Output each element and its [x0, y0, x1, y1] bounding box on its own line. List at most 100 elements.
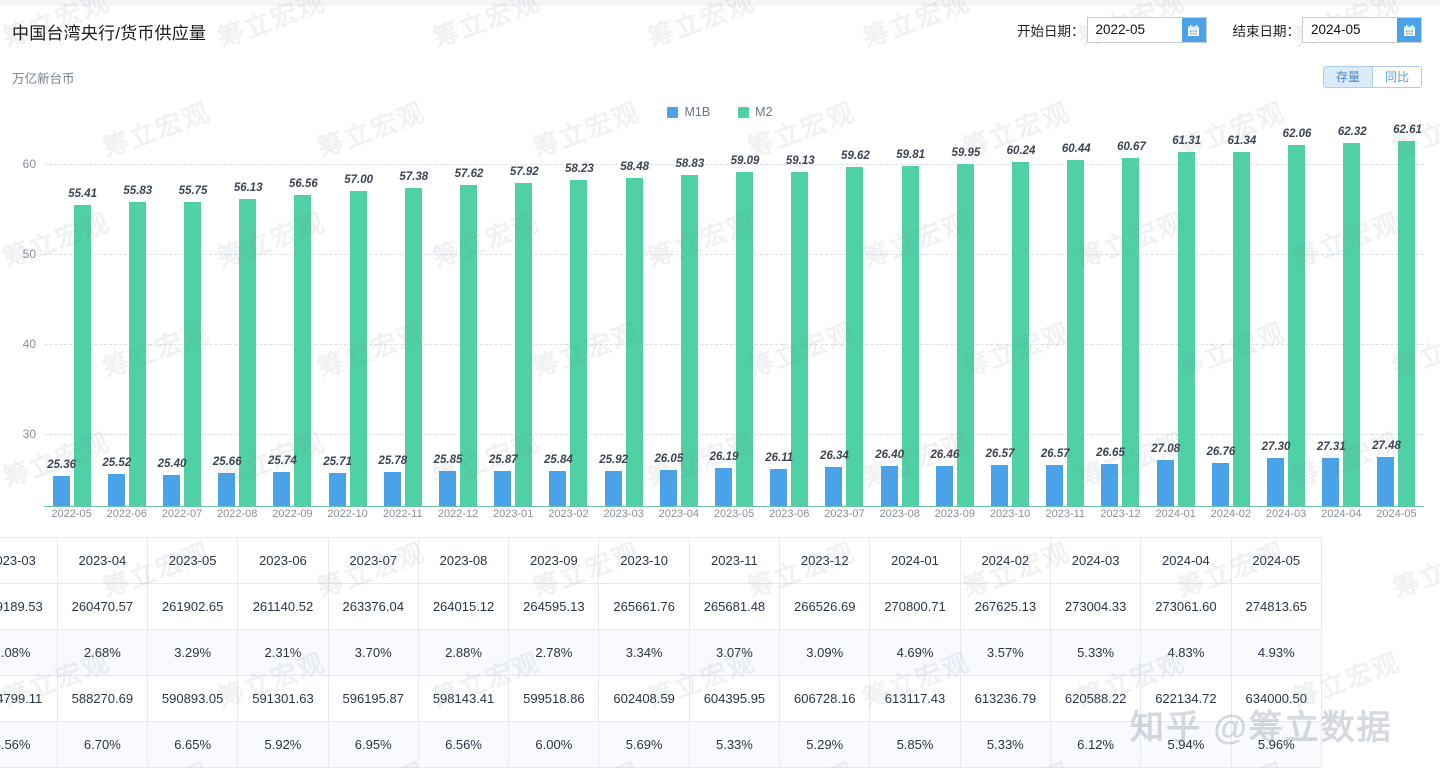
- bar-m2[interactable]: [625, 177, 643, 506]
- bar-m2[interactable]: [1177, 152, 1195, 506]
- bar-m1b[interactable]: [383, 471, 401, 506]
- bar-m1b[interactable]: [715, 468, 733, 506]
- calendar-icon[interactable]: [1181, 18, 1206, 42]
- table-cell: 274813.65: [1230, 583, 1323, 630]
- bar-group[interactable]: 25.78 57.38: [375, 128, 430, 506]
- bar-m2[interactable]: [73, 205, 91, 506]
- bar-group[interactable]: 27.30 62.06: [1258, 128, 1313, 506]
- bar-m1b[interactable]: [494, 471, 512, 506]
- bar-m1b[interactable]: [659, 469, 677, 506]
- bar-group[interactable]: 25.84 58.23: [541, 128, 596, 506]
- table-cell: 273004.33: [1049, 583, 1142, 630]
- bar-value-label-m2: 58.83: [675, 157, 705, 170]
- bar-m2[interactable]: [680, 174, 698, 506]
- bar-m2[interactable]: [736, 172, 754, 506]
- bar-m2[interactable]: [1343, 143, 1361, 506]
- bar-group[interactable]: 25.85 57.62: [430, 128, 485, 506]
- bar-m1b[interactable]: [1046, 464, 1064, 506]
- bar-group[interactable]: 25.71 57.00: [320, 128, 375, 506]
- bar-m2[interactable]: [1288, 145, 1306, 506]
- legend-item-m2[interactable]: M2: [738, 105, 773, 119]
- table-cell: 590893.05: [146, 675, 239, 722]
- table-cell: 3.09%: [779, 629, 871, 676]
- bar-group[interactable]: 26.11 59.13: [762, 128, 817, 506]
- data-table-container[interactable]: 日期2023-032023-042023-052023-062023-07202…: [0, 537, 1440, 768]
- bar-m2[interactable]: [570, 179, 588, 506]
- bar-group[interactable]: 25.74 56.56: [265, 128, 320, 506]
- bar-group[interactable]: 25.87 57.92: [486, 128, 541, 506]
- bar-m1b[interactable]: [52, 475, 70, 506]
- bar-group[interactable]: 27.08 61.31: [1148, 128, 1203, 506]
- end-date-value[interactable]: 2024-05: [1311, 22, 1361, 37]
- bar-m1b[interactable]: [218, 473, 236, 506]
- bar-group[interactable]: 25.66 56.13: [210, 128, 265, 506]
- bar-m1b[interactable]: [604, 470, 622, 506]
- bar-m2[interactable]: [404, 187, 422, 506]
- bar-m1b[interactable]: [825, 466, 843, 506]
- bar-group[interactable]: 26.65 60.67: [1093, 128, 1148, 506]
- bar-m2[interactable]: [956, 164, 974, 506]
- bar-value-label-m1b: 26.65: [1096, 447, 1125, 460]
- bar-value-label-m1b: 25.87: [488, 454, 518, 467]
- bar-m2[interactable]: [460, 185, 478, 506]
- bar-m1b[interactable]: [1322, 458, 1340, 506]
- legend-item-m1b[interactable]: M1B: [667, 105, 710, 119]
- bar-m1b[interactable]: [991, 464, 1009, 506]
- bar-m1b[interactable]: [273, 472, 291, 506]
- bar-m2[interactable]: [128, 201, 146, 506]
- bar-m1b[interactable]: [770, 469, 788, 506]
- bar-m2[interactable]: [1232, 151, 1250, 506]
- bar-m2[interactable]: [901, 165, 919, 506]
- table-row: M2同比6.56%6.70%6.65%5.92%6.95%6.56%6.00%5…: [0, 721, 1323, 768]
- bar-group[interactable]: 26.19 59.09: [706, 128, 761, 506]
- bar-m1b[interactable]: [328, 472, 346, 506]
- toggle-stock[interactable]: 存量: [1323, 67, 1372, 87]
- bar-group[interactable]: 27.31 62.32: [1314, 126, 1369, 506]
- x-axis-tick-label: 2023-09: [934, 508, 976, 520]
- calendar-icon[interactable]: [1397, 18, 1421, 42]
- bar-m1b[interactable]: [163, 475, 180, 506]
- toggle-yoy[interactable]: 同比: [1371, 67, 1421, 87]
- table-cell: 613117.43: [869, 675, 961, 722]
- bar-m2[interactable]: [791, 171, 809, 506]
- bar-m1b[interactable]: [107, 474, 125, 506]
- table-cell: 2023-07: [327, 537, 419, 584]
- x-axis-tick-label: 2023-04: [658, 508, 700, 520]
- bar-group[interactable]: 26.40 59.81: [872, 128, 927, 506]
- bar-m2[interactable]: [184, 202, 201, 506]
- bar-m2[interactable]: [349, 191, 367, 506]
- bar-m2[interactable]: [1122, 157, 1140, 506]
- bar-group[interactable]: 26.46 59.95: [927, 128, 982, 506]
- bar-m1b[interactable]: [1156, 460, 1174, 506]
- bar-m2[interactable]: [294, 194, 312, 506]
- bar-m2[interactable]: [1398, 140, 1416, 506]
- start-date-picker[interactable]: 2022-05: [1086, 17, 1207, 43]
- bar-m2[interactable]: [239, 198, 257, 506]
- bar-group[interactable]: 25.52 55.83: [99, 128, 154, 506]
- bar-m2[interactable]: [1067, 160, 1085, 506]
- bar-m2[interactable]: [515, 182, 533, 506]
- end-date-picker[interactable]: 2024-05: [1302, 17, 1422, 43]
- bar-m2[interactable]: [846, 167, 864, 506]
- bar-group[interactable]: 26.05 58.83: [651, 128, 706, 506]
- bar-m2[interactable]: [1012, 161, 1030, 506]
- bar-group[interactable]: 25.36 55.41: [44, 128, 99, 506]
- bar-group[interactable]: 27.48 62.61: [1369, 124, 1424, 506]
- bar-m1b[interactable]: [1377, 456, 1395, 506]
- bar-m1b[interactable]: [880, 466, 898, 506]
- bar-group[interactable]: 26.34 59.62: [817, 128, 872, 506]
- bar-group[interactable]: 26.57 60.24: [982, 128, 1037, 506]
- start-date-value[interactable]: 2022-05: [1095, 22, 1146, 37]
- bar-group[interactable]: 25.92 58.48: [596, 128, 651, 506]
- bar-m1b[interactable]: [1267, 458, 1285, 506]
- bar-m1b[interactable]: [549, 471, 567, 506]
- bar-group[interactable]: 26.76 61.34: [1203, 128, 1258, 506]
- bar-m1b[interactable]: [935, 465, 953, 506]
- bar-m1b[interactable]: [439, 471, 457, 506]
- bar-m1b[interactable]: [1211, 463, 1229, 506]
- bar-group[interactable]: 25.40 55.75: [154, 128, 209, 506]
- bar-value-label-m1b: 25.40: [157, 458, 187, 471]
- watermark-tile: 筹立宏观: [643, 0, 760, 54]
- bar-group[interactable]: 26.57 60.44: [1038, 128, 1093, 506]
- bar-m1b[interactable]: [1101, 464, 1119, 506]
